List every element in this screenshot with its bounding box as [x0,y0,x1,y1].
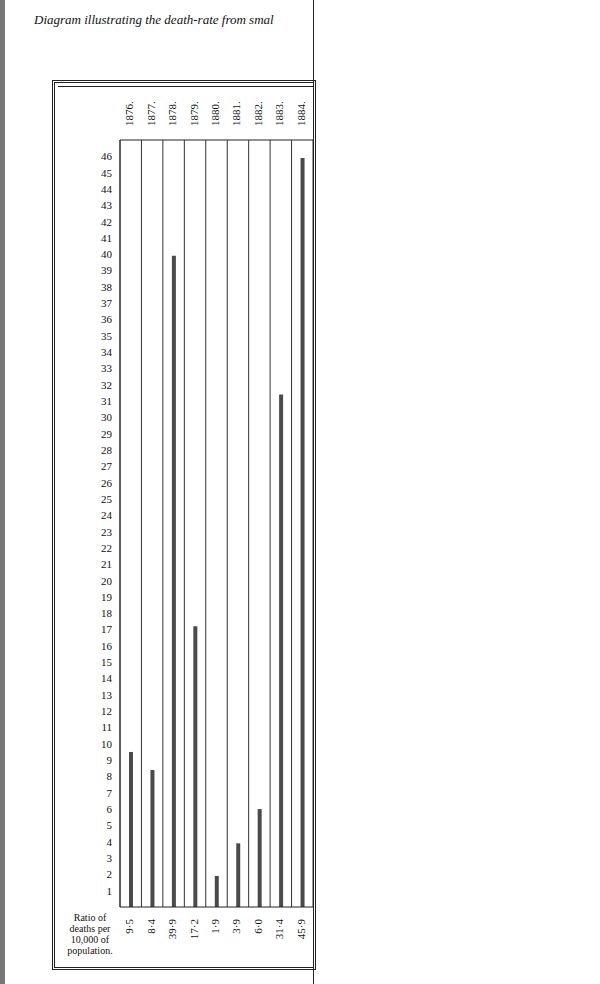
svg-text:13: 13 [101,689,113,701]
svg-text:28: 28 [101,444,113,456]
svg-text:9·5: 9·5 [123,919,135,934]
svg-text:8: 8 [107,770,113,782]
svg-text:8·4: 8·4 [145,919,157,934]
svg-text:1876.: 1876. [123,101,135,126]
svg-text:11: 11 [101,721,112,733]
svg-text:1881.: 1881. [230,101,242,126]
svg-text:12: 12 [101,705,112,717]
svg-text:9: 9 [107,754,113,766]
svg-text:44: 44 [101,183,113,195]
svg-text:1883.: 1883. [273,101,285,126]
svg-text:1882.: 1882. [252,101,264,126]
svg-text:39·9: 39·9 [166,919,178,940]
svg-text:1·9: 1·9 [209,919,221,934]
svg-text:5: 5 [107,819,113,831]
svg-text:34: 34 [101,346,113,358]
svg-text:1884.: 1884. [295,101,307,126]
svg-text:26: 26 [101,477,113,489]
svg-text:2: 2 [107,868,113,880]
svg-text:16: 16 [101,640,113,652]
svg-text:30: 30 [101,411,113,423]
svg-text:7: 7 [107,787,113,799]
svg-text:38: 38 [101,281,113,293]
svg-text:20: 20 [101,575,113,587]
svg-text:1877.: 1877. [145,101,157,126]
svg-text:42: 42 [101,216,112,228]
svg-text:41: 41 [101,232,112,244]
svg-text:31·4: 31·4 [273,919,285,940]
svg-text:1878.: 1878. [166,101,178,126]
svg-text:35: 35 [101,330,113,342]
svg-text:3: 3 [107,852,113,864]
svg-text:15: 15 [101,656,113,668]
svg-text:46: 46 [101,150,113,162]
svg-text:36: 36 [101,313,113,325]
svg-text:18: 18 [101,607,113,619]
svg-text:37: 37 [101,297,113,309]
svg-text:1: 1 [107,885,113,897]
svg-text:4: 4 [107,836,113,848]
svg-text:39: 39 [101,264,113,276]
svg-text:17·2: 17·2 [188,919,200,939]
svg-text:14: 14 [101,672,113,684]
svg-text:24: 24 [101,509,113,521]
svg-text:40: 40 [101,248,113,260]
svg-text:29: 29 [101,428,113,440]
svg-text:1880.: 1880. [209,101,221,126]
svg-text:1879.: 1879. [188,101,200,126]
svg-text:27: 27 [101,460,113,472]
svg-text:45·9: 45·9 [295,919,307,940]
html-text:Diagram illustrating the death: Diagram illustrating the death-rate from… [34,12,274,27]
svg-text:22: 22 [101,542,112,554]
svg-text:31: 31 [101,395,112,407]
svg-text:19: 19 [101,591,113,603]
svg-text:32: 32 [101,379,112,391]
svg-text:25: 25 [101,493,113,505]
html-text:Ratio of deaths per 10,000 of: Ratio of deaths per 10,000 of population… [67,912,113,956]
svg-text:6: 6 [107,803,113,815]
svg-text:43: 43 [101,199,113,211]
svg-text:17: 17 [101,623,113,635]
svg-text:33: 33 [101,362,113,374]
svg-text:10: 10 [101,738,113,750]
svg-text:21: 21 [101,558,112,570]
svg-text:3·9: 3·9 [230,919,242,934]
svg-text:23: 23 [101,526,113,538]
svg-text:6·0: 6·0 [252,919,264,934]
svg-text:45: 45 [101,167,113,179]
